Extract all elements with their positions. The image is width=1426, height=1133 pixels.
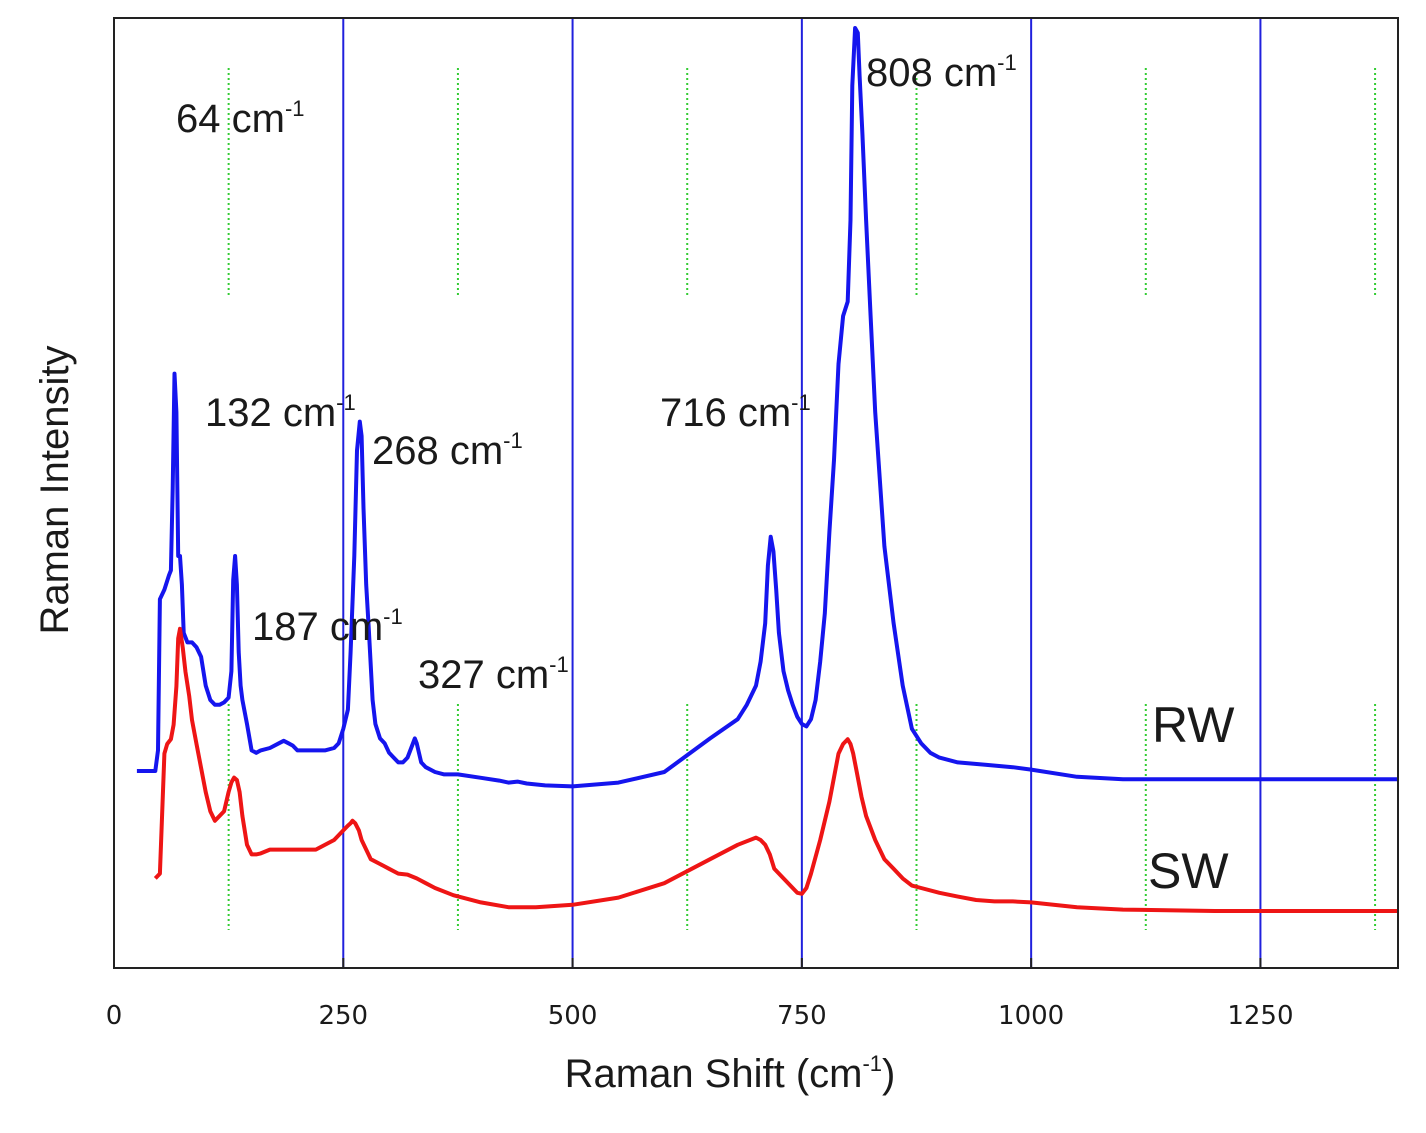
peak-label: 132 cm-1 <box>205 390 356 435</box>
peak-label: 187 cm-1 <box>252 604 403 649</box>
x-tick-label: 1000 <box>998 1001 1064 1031</box>
x-axis-ticks: 0 250 500 750 1000 1250 <box>106 958 1294 1031</box>
peak-label: 64 cm-1 <box>176 96 305 141</box>
x-tick-label: 250 <box>318 1001 368 1031</box>
x-tick-label: 0 <box>106 1001 123 1031</box>
series-label-sw: SW <box>1148 843 1229 899</box>
peak-label: 268 cm-1 <box>372 428 523 473</box>
peak-label: 808 cm-1 <box>866 50 1017 95</box>
x-tick-label: 500 <box>548 1001 598 1031</box>
series-line-sw <box>153 626 1398 913</box>
x-tick-label: 1250 <box>1227 1001 1293 1031</box>
plot-frame <box>113 17 1399 969</box>
peak-labels: 64 cm-1 132 cm-1 187 cm-1 268 cm-1 327 cm-1 7… <box>176 50 1017 697</box>
minor-gridlines <box>227 68 1377 930</box>
series-line-rw <box>136 26 1398 789</box>
peak-label: 327 cm-1 <box>418 652 569 697</box>
major-gridlines <box>342 18 1262 968</box>
y-axis-title: Raman Intensity <box>33 345 77 634</box>
x-tick-label: 750 <box>777 1001 827 1031</box>
peak-label: 716 cm-1 <box>660 390 811 435</box>
series-layer <box>136 26 1398 913</box>
x-axis-title: Raman Shift (cm-1) <box>565 1051 896 1096</box>
series-label-rw: RW <box>1152 697 1235 753</box>
